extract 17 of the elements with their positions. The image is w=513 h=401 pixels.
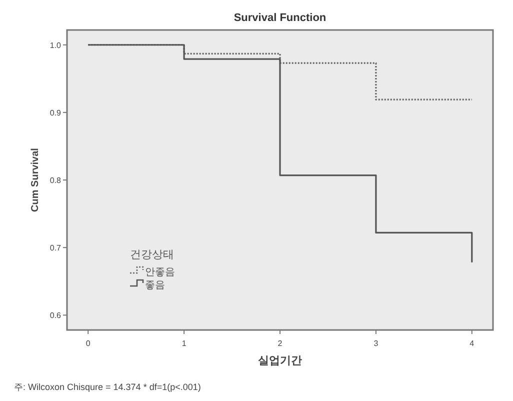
y-tick-label: 1.0	[50, 40, 62, 50]
x-tick-label: 1	[182, 339, 187, 348]
x-tick-label: 2	[278, 339, 283, 348]
x-tick-label: 4	[470, 339, 475, 348]
y-tick-label: 0.8	[50, 176, 62, 185]
legend-title: 건강상태	[130, 249, 174, 261]
y-tick-label: 0.7	[50, 244, 62, 253]
text: 주: Wilcoxon Chisqure = 14.374 * df=1(p<.001)	[14, 382, 201, 392]
legend-label: 좋음	[145, 280, 165, 291]
x-axis-title: 실업기간	[258, 355, 302, 367]
y-tick-label: 0.6	[50, 311, 62, 320]
legend-label: 안좋음	[145, 267, 175, 278]
y-tick-label: 0.9	[50, 108, 62, 118]
y-axis-title: Cum Survival	[30, 148, 41, 212]
x-tick-label: 3	[374, 339, 379, 348]
chart-title: Survival Function	[234, 12, 326, 24]
x-tick-label: 0	[86, 339, 91, 348]
